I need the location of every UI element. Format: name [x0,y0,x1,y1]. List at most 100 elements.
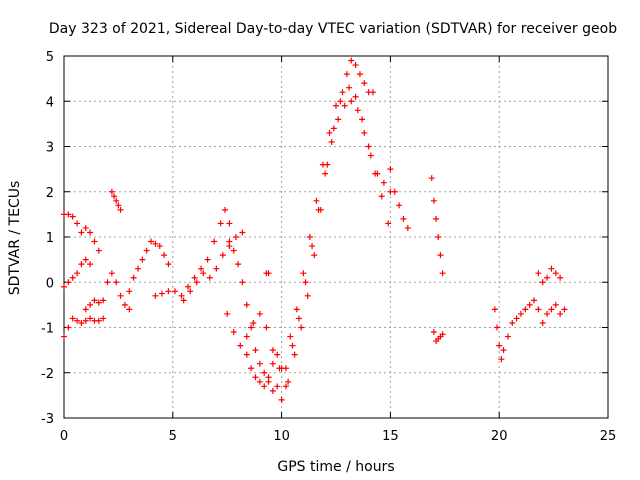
data-point-seg-f2 [230,329,237,336]
data-point-seg-h3 [326,129,333,136]
data-point-seg-h3 [293,306,300,313]
data-point-seg-l [531,297,538,304]
data-point-seg-m [548,306,555,313]
data-point-seg-c [117,206,124,213]
data-point-seg-m2 [557,274,564,281]
data-point-seg-a-lower [95,317,102,324]
data-point-seg-d [165,261,172,268]
data-point-seg-f [243,301,250,308]
data-point-seg-a-lower [61,333,67,340]
data-point-seg-f [252,347,259,354]
data-point-seg-a-upper [91,238,98,245]
data-point-seg-f [230,247,237,254]
data-point-seg-c [111,193,118,200]
data-point-seg-h [343,71,350,78]
data-point-seg-a-upper [87,229,94,236]
data-point-seg-h [291,351,298,358]
data-point-seg-c [115,202,122,209]
data-point-seg-e [226,220,233,227]
x-tick-label: 15 [382,429,399,444]
y-tick-label: -2 [41,367,54,382]
y-tick-label: -3 [41,412,54,427]
data-point-seg-h3 [365,143,372,150]
data-point-seg-m2 [544,274,551,281]
data-point-seg-h [356,71,363,78]
data-point-seg-e2 [206,274,213,281]
data-point-seg-d [156,243,163,250]
data-point-seg-b [91,297,98,304]
y-tick-label: 3 [46,141,54,156]
data-point-seg-f2 [250,319,257,326]
data-point-seg-f3 [274,351,281,358]
data-point-seg-b [126,306,133,313]
y-tick-label: 4 [46,95,54,110]
data-point-seg-f3 [269,360,276,367]
data-point-seg-e [191,274,198,281]
data-point-seg-b [117,292,124,299]
data-point-seg-d [161,252,168,259]
data-point-seg-a-mid [87,261,94,268]
x-axis-label: GPS time / hours [277,459,394,475]
data-point-seg-f2 [224,310,231,317]
data-point-seg-a-lower [69,315,76,322]
data-point-seg-d [148,238,155,245]
data-point-seg-d [143,247,150,254]
data-point-seg-a-mid [61,283,67,290]
data-point-seg-b [121,301,128,308]
data-point-seg-e [222,206,229,213]
data-point-seg-d [130,274,137,281]
data-point-seg-h2 [296,315,303,322]
data-point-seg-a-upper [65,211,72,218]
data-point-seg-h3 [333,102,339,109]
data-point-seg-h2 [380,179,387,186]
y-tick-label: -1 [41,322,54,337]
data-point-seg-h3 [319,161,326,168]
data-point-seg-m [544,310,551,317]
data-point-seg-f2 [256,310,263,317]
y-tick-labels: -3 -2 -1 0 1 2 3 4 5 [41,50,54,427]
y-tick-label: 5 [46,50,54,65]
data-point-seg-h2 [309,243,316,250]
data-point-seg-l [522,306,529,313]
data-point-seg-a-upper [69,213,76,220]
data-point-seg-j [435,234,442,240]
data-point-seg-h [298,324,305,331]
data-point-seg-h [330,125,337,132]
y-tick-label: 2 [46,186,54,201]
data-point-seg-m [557,310,564,317]
data-point-seg-k [498,356,505,363]
data-point-seg-f3 [252,374,259,381]
data-point-seg-h [348,57,355,64]
data-point-seg-e2 [213,265,220,272]
data-point-seg-i [391,188,398,195]
data-point-seg-j [428,175,435,182]
data-point-seg-b [104,279,111,286]
x-tick-label: 5 [169,429,177,444]
data-point-seg-i [400,215,407,222]
data-point-seg-e [211,238,218,245]
data-point-seg-e2 [239,229,246,236]
data-point-seg-h2 [348,98,355,105]
data-point-seg-h3 [385,220,392,227]
data-point-seg-h3 [313,197,320,204]
data-point-seg-d [126,288,133,295]
data-point-seg-a-lower [87,315,94,322]
data-point-seg-h [285,378,292,385]
data-point-seg-h2 [289,342,296,349]
data-point-seg-h2 [354,107,361,114]
data-point-seg-h3 [359,116,366,123]
data-point-seg-f3 [265,374,272,381]
data-point-seg-f2 [282,383,289,390]
data-point-seg-f2 [243,333,250,340]
data-point-seg-e [152,292,159,299]
data-point-seg-h2 [315,206,322,213]
data-point-seg-l [513,315,520,322]
data-point-seg-a-mid [82,256,89,263]
data-point-seg-a-lower [82,317,89,324]
data-point-seg-h2 [361,129,368,136]
data-point-seg-e [165,288,172,295]
data-point-seg-h3 [346,84,353,91]
grid [64,56,608,418]
data-point-seg-f2 [237,342,244,349]
